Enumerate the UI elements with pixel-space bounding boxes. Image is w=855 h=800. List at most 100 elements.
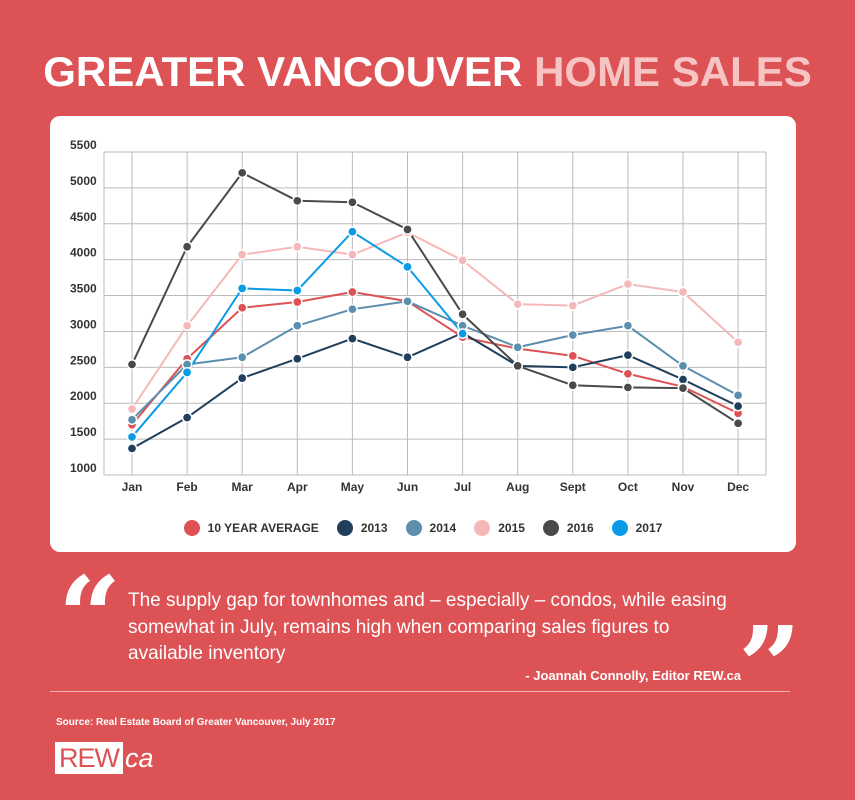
series-point-3 xyxy=(347,249,358,260)
y-tick-label: 5500 xyxy=(70,138,97,152)
close-quote-icon: ” xyxy=(738,602,802,731)
x-tick-label: Mar xyxy=(232,480,254,494)
quote-text: The supply gap for townhomes and – espec… xyxy=(128,590,727,664)
y-tick-label: 4500 xyxy=(70,210,97,224)
series-point-1 xyxy=(347,333,358,344)
x-tick-label: Jun xyxy=(397,480,418,494)
series-point-1 xyxy=(126,443,138,454)
y-tick-label: 1500 xyxy=(70,425,97,439)
series-point-3 xyxy=(181,320,193,332)
legend-swatch xyxy=(405,520,422,536)
legend-item: 10 YEAR AVERAGE xyxy=(183,520,319,536)
series-point-3 xyxy=(291,241,303,253)
legend-item: 2014 xyxy=(405,520,457,536)
series-point-1 xyxy=(402,351,413,363)
y-tick-label: 5000 xyxy=(70,174,97,188)
series-point-2 xyxy=(402,295,413,307)
series-line-3 xyxy=(131,231,739,410)
y-tick-label: 3500 xyxy=(70,282,97,296)
legend-label: 2016 xyxy=(566,521,594,535)
series-point-2 xyxy=(622,320,634,332)
logo-rest-text: ca xyxy=(125,743,154,773)
quote-author: - Joannah Connolly, Editor REW.ca xyxy=(525,668,741,683)
series-point-1 xyxy=(291,353,303,365)
legend-swatch xyxy=(542,520,559,536)
line-chart: 1000 1500 2000 2500 3000 3500 4000 4500 5000 5500… xyxy=(70,138,767,494)
series-point-1 xyxy=(677,374,689,385)
series-point-2 xyxy=(236,351,248,363)
y-tick-label: 3000 xyxy=(70,317,97,331)
series-point-5 xyxy=(236,283,248,294)
x-tick-label: Feb xyxy=(176,480,197,494)
series-point-3 xyxy=(732,336,744,348)
series-point-0 xyxy=(622,368,634,380)
chart-card: 1000 1500 2000 2500 3000 3500 4000 4500 5000 5500… xyxy=(50,116,796,552)
series-point-1 xyxy=(567,361,579,373)
series-point-4 xyxy=(402,224,413,235)
legend-item: 2017 xyxy=(611,520,662,536)
legend-item: 2013 xyxy=(336,520,388,536)
series-point-5 xyxy=(126,431,138,443)
series-line-2 xyxy=(131,300,739,421)
series-point-2 xyxy=(567,329,579,341)
series-point-3 xyxy=(622,278,634,290)
series-point-1 xyxy=(236,372,248,384)
series-line-1 xyxy=(131,331,739,450)
series-point-3 xyxy=(126,403,138,415)
series-point-2 xyxy=(347,303,358,315)
series-line-0 xyxy=(131,290,739,426)
series-point-1 xyxy=(181,412,193,423)
y-tick-label: 1000 xyxy=(70,461,97,475)
series-point-3 xyxy=(567,300,579,311)
series-point-4 xyxy=(622,382,634,393)
series-point-3 xyxy=(236,249,248,260)
x-tick-label: Jan xyxy=(122,480,143,494)
legend-label: 2015 xyxy=(498,521,525,535)
series-point-4 xyxy=(126,359,138,370)
series-point-0 xyxy=(236,302,248,314)
open-quote-icon: “ xyxy=(58,552,122,681)
legend-label: 2013 xyxy=(360,521,388,535)
series-line-4 xyxy=(131,171,739,425)
series-point-5 xyxy=(457,328,468,339)
series-point-4 xyxy=(181,241,193,253)
series-point-0 xyxy=(347,286,358,298)
series-point-4 xyxy=(732,417,744,429)
y-tick-label: 2500 xyxy=(70,353,97,367)
legend-item: 2015 xyxy=(474,520,525,536)
divider xyxy=(50,691,790,692)
y-tick-label: 4000 xyxy=(70,246,97,260)
legend-swatch xyxy=(336,520,353,536)
legend-label: 10 YEAR AVERAGE xyxy=(207,521,319,535)
series-point-2 xyxy=(126,414,138,426)
series-point-0 xyxy=(291,296,303,308)
series-point-0 xyxy=(567,350,579,362)
series-point-4 xyxy=(512,360,524,372)
x-tick-label: Sept xyxy=(560,480,586,494)
x-tick-label: Nov xyxy=(672,480,695,494)
series-point-3 xyxy=(512,298,524,310)
legend-swatch xyxy=(474,520,491,536)
legend-label: 2014 xyxy=(429,521,457,535)
series-point-3 xyxy=(457,255,468,266)
x-tick-label: Dec xyxy=(727,480,749,494)
series-point-5 xyxy=(402,261,413,273)
title-main: GREATER VANCOUVER xyxy=(43,48,523,95)
series-point-2 xyxy=(677,360,689,372)
x-tick-label: Aug xyxy=(506,480,529,494)
series-point-4 xyxy=(677,382,689,394)
series-point-5 xyxy=(181,367,193,378)
chart-legend: 10 YEAR AVERAGE 2013 2014 2015 2016 2017 xyxy=(50,516,796,540)
series-point-4 xyxy=(347,196,358,208)
series-point-2 xyxy=(732,389,744,401)
legend-swatch xyxy=(183,520,200,536)
series-point-5 xyxy=(291,285,303,296)
series-point-2 xyxy=(512,341,524,353)
series-point-4 xyxy=(457,308,468,320)
series-point-4 xyxy=(567,379,579,391)
legend-swatch xyxy=(611,520,628,536)
series-point-1 xyxy=(732,400,744,412)
series-point-2 xyxy=(291,320,303,332)
series-point-4 xyxy=(291,195,303,207)
x-tick-label: May xyxy=(341,480,365,494)
